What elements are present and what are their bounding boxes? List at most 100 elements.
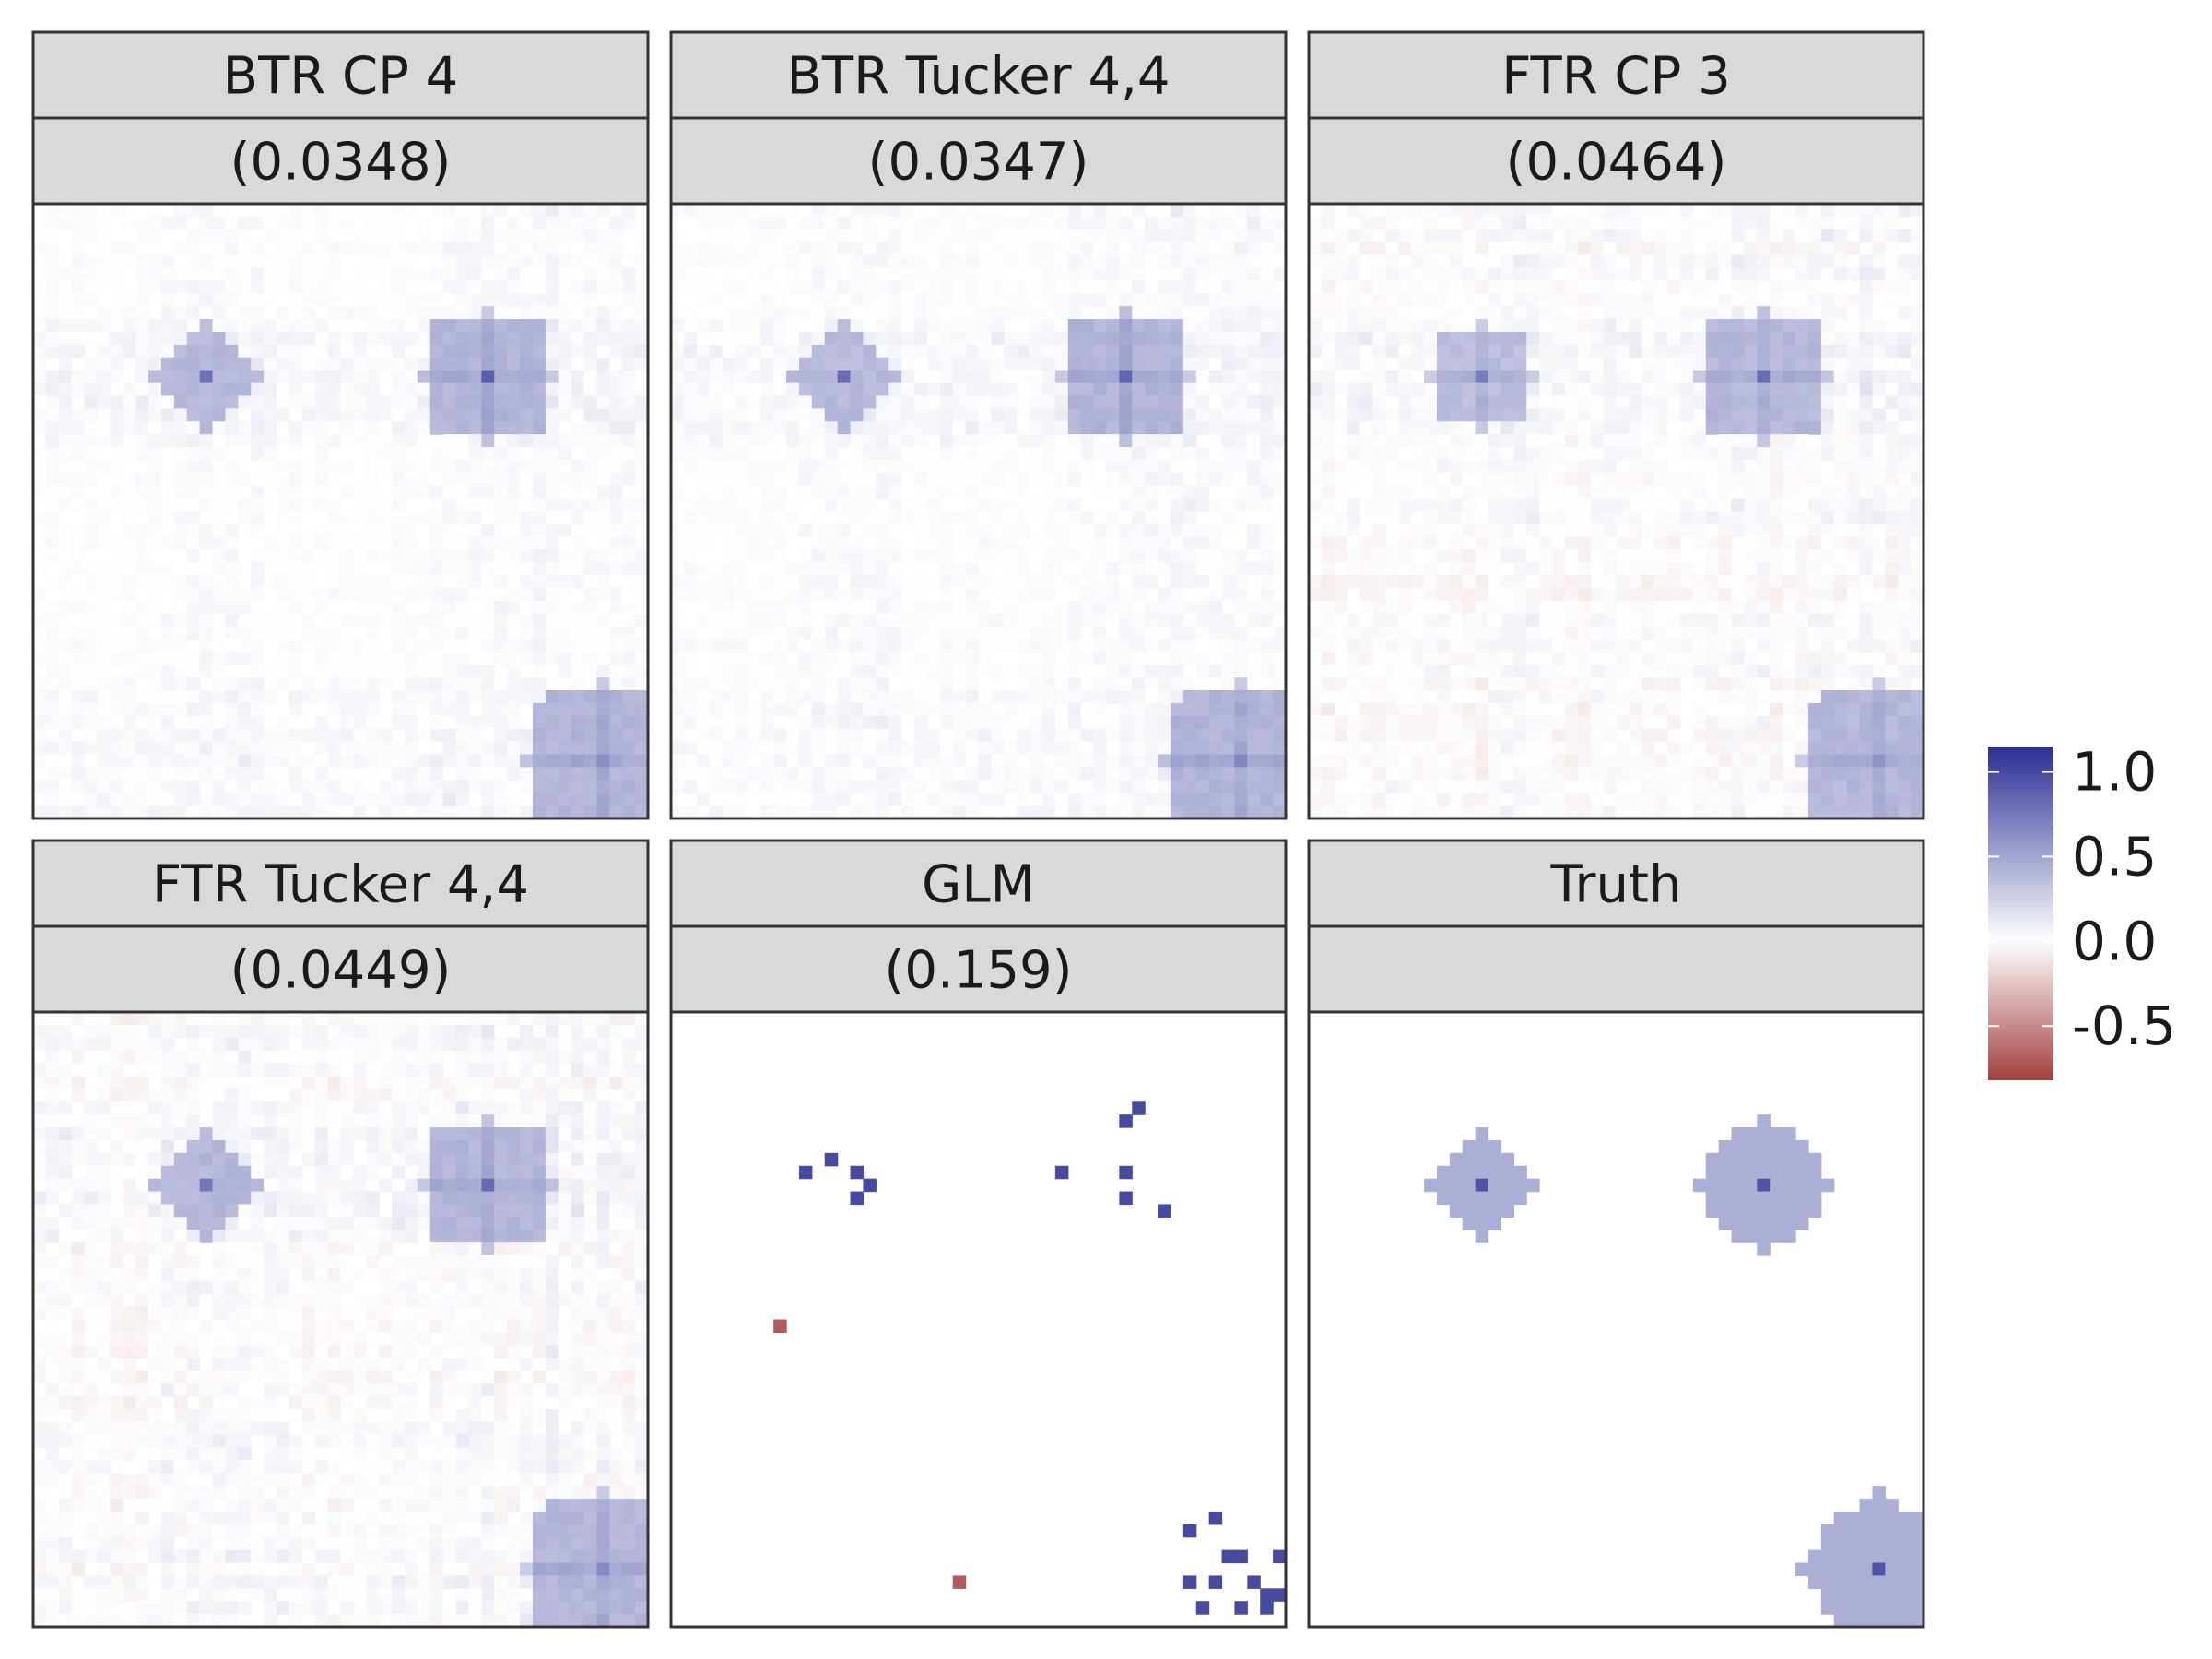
heatmap-cell	[1436, 319, 1451, 333]
heatmap-cell	[1770, 421, 1783, 435]
heatmap-cell	[901, 395, 915, 409]
heatmap-cell	[1221, 767, 1236, 781]
heatmap-cell	[1260, 472, 1274, 487]
heatmap-cell	[1145, 254, 1159, 269]
heatmap-cell	[1859, 306, 1874, 320]
heatmap-cell	[596, 754, 610, 769]
heatmap-cell	[110, 613, 124, 628]
heatmap-cell	[225, 331, 239, 346]
heatmap-cell	[773, 690, 787, 704]
heatmap-cell	[1041, 677, 1056, 691]
heatmap-cell	[494, 754, 508, 769]
heatmap-cell	[952, 370, 967, 384]
heatmap-cell	[1616, 408, 1630, 422]
heatmap-cell	[1603, 370, 1618, 384]
heatmap-cell	[1385, 331, 1399, 346]
heatmap-cell	[212, 408, 227, 422]
heatmap-cell	[507, 395, 521, 409]
heatmap-cell	[773, 254, 787, 269]
heatmap-cell	[1667, 331, 1681, 346]
heatmap-cell	[1041, 652, 1056, 665]
heatmap-cell	[1359, 408, 1374, 422]
heatmap-cell	[238, 382, 252, 397]
heatmap-cell	[1731, 408, 1746, 422]
heatmap-cell	[1170, 652, 1184, 665]
heatmap-cell	[558, 331, 572, 346]
heatmap-cell	[468, 806, 482, 819]
heatmap-cell	[926, 536, 941, 550]
heatmap-cell	[1221, 626, 1236, 641]
heatmap-cell	[366, 806, 380, 819]
heatmap-cell	[442, 562, 457, 576]
heatmap-cell	[1041, 767, 1056, 781]
heatmap-cell	[1234, 677, 1248, 691]
heatmap-cell	[722, 549, 736, 563]
heatmap-cell	[1145, 626, 1159, 641]
heatmap-cell	[148, 613, 162, 628]
heatmap-cell	[888, 613, 902, 628]
heatmap-cell	[622, 485, 636, 500]
heatmap-cell	[901, 408, 915, 422]
heatmap-cell	[1552, 254, 1566, 269]
heatmap-cell	[186, 408, 201, 422]
heatmap-cell	[1526, 280, 1540, 294]
heatmap-cell	[811, 434, 826, 448]
heatmap-cell	[1054, 331, 1069, 346]
heatmap-cell	[1145, 216, 1159, 230]
heatmap-cell	[558, 639, 572, 653]
heatmap-cell	[251, 382, 265, 397]
heatmap-cell	[683, 536, 698, 550]
heatmap-cell	[507, 370, 521, 384]
heatmap-cell	[939, 254, 954, 269]
heatmap-cell	[123, 702, 136, 717]
heatmap-cell	[1132, 741, 1146, 756]
heatmap-cell	[288, 447, 303, 461]
heatmap-cell	[760, 549, 774, 563]
heatmap-cell	[1234, 254, 1248, 269]
heatmap-cell	[926, 216, 941, 230]
heatmap-cell	[735, 613, 748, 628]
heatmap-cell	[709, 715, 724, 730]
heatmap-cell	[1718, 254, 1733, 269]
heatmap-cell	[1067, 204, 1082, 218]
heatmap-cell	[571, 613, 585, 628]
heatmap-cell	[1513, 382, 1527, 397]
heatmap-cell	[276, 459, 290, 474]
heatmap-cell	[1080, 587, 1095, 602]
heatmap-cell	[863, 549, 877, 563]
heatmap-cell	[442, 382, 457, 397]
heatmap-cell	[392, 254, 406, 269]
heatmap-cell	[481, 806, 495, 819]
heatmap-cell	[1030, 677, 1043, 691]
heatmap-cell	[33, 780, 47, 794]
heatmap-cell	[1054, 613, 1069, 628]
heatmap-cell	[199, 204, 214, 218]
heatmap-cell	[683, 370, 698, 384]
heatmap-cell	[186, 806, 201, 819]
heatmap-cell	[1234, 652, 1248, 665]
heatmap-cell	[571, 485, 585, 500]
heatmap-cell	[824, 677, 839, 691]
heatmap-cell	[1106, 357, 1120, 371]
heatmap-cell	[1260, 254, 1274, 269]
heatmap-cell	[84, 459, 99, 474]
heatmap-cell	[1221, 382, 1236, 397]
heatmap-cell	[671, 639, 685, 653]
heatmap-cell	[33, 549, 47, 563]
heatmap-cell	[1170, 702, 1184, 717]
heatmap-cell	[1170, 370, 1184, 384]
heatmap-cell	[773, 421, 787, 435]
heatmap-cell	[532, 370, 547, 384]
heatmap-cell	[952, 421, 967, 435]
heatmap-cell	[596, 665, 610, 678]
heatmap-cell	[811, 319, 826, 333]
heatmap-cell	[429, 204, 444, 218]
heatmap-cell	[978, 639, 992, 653]
heatmap-cell	[1807, 280, 1822, 294]
heatmap-cell	[635, 677, 649, 691]
heatmap-cell	[939, 665, 954, 678]
heatmap-cell	[965, 229, 980, 243]
heatmap-cell	[1132, 549, 1146, 563]
heatmap-cell	[1182, 536, 1197, 550]
heatmap-cell	[520, 434, 534, 448]
